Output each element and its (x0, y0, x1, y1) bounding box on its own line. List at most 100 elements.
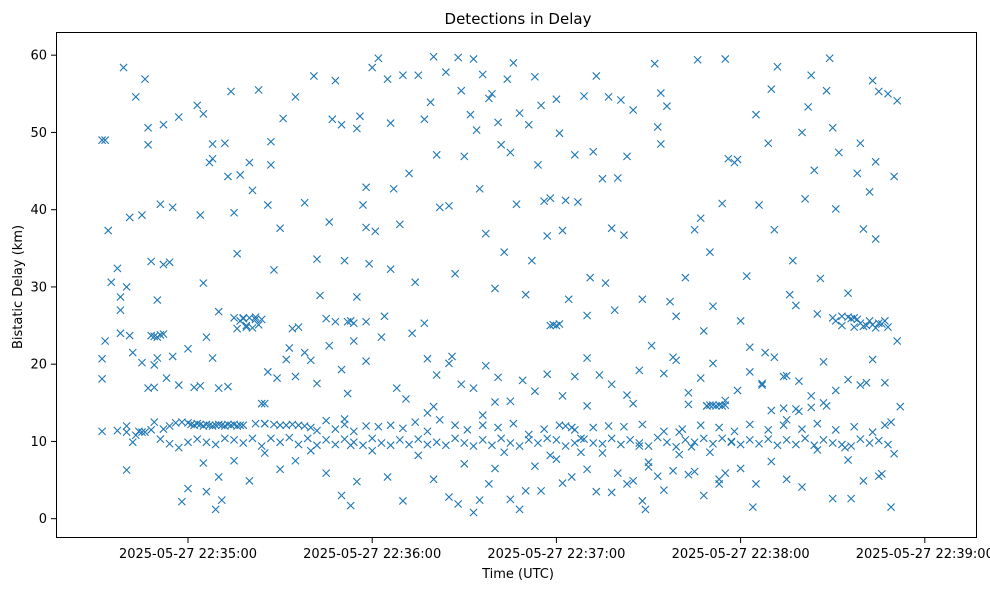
data-point (487, 441, 496, 450)
chart-title: Detections in Delay (445, 10, 592, 28)
data-point (537, 486, 546, 495)
data-point (558, 479, 567, 488)
data-point (276, 224, 285, 233)
data-point (491, 398, 499, 407)
data-point (239, 438, 248, 447)
data-point (742, 272, 751, 281)
data-point (444, 493, 453, 502)
data-point (144, 123, 153, 132)
data-point (260, 449, 269, 458)
data-point (266, 137, 275, 146)
data-point (260, 399, 269, 408)
data-point (859, 225, 868, 233)
data-point (156, 435, 165, 444)
data-point (104, 226, 113, 235)
data-point (196, 211, 205, 220)
data-point (865, 438, 874, 447)
data-point (782, 415, 791, 424)
data-point (666, 297, 674, 306)
data-point (202, 333, 211, 342)
data-point (355, 112, 364, 121)
data-point (644, 442, 653, 451)
data-point (619, 231, 628, 240)
data-point (801, 434, 810, 443)
data-point (202, 420, 211, 429)
data-point (269, 265, 278, 274)
y-tick-label: 20 (30, 358, 47, 373)
data-point (561, 442, 570, 451)
data-point (368, 434, 377, 443)
data-point (331, 440, 340, 449)
data-point (463, 425, 472, 434)
data-point (708, 359, 717, 368)
data-point (257, 399, 266, 408)
data-point (831, 204, 840, 213)
data-point (543, 231, 552, 240)
data-point (681, 435, 690, 444)
data-point (583, 311, 592, 320)
data-point (708, 439, 717, 448)
data-point (770, 353, 779, 362)
data-point (444, 201, 453, 210)
data-point (362, 357, 371, 366)
data-point (190, 383, 199, 392)
data-point (475, 184, 484, 193)
data-point (736, 440, 745, 449)
data-point (779, 421, 788, 430)
data-point (662, 438, 671, 447)
data-point (629, 399, 638, 408)
data-point (616, 95, 625, 104)
data-point (230, 313, 239, 322)
data-point (420, 319, 429, 328)
data-point (337, 491, 346, 500)
data-point (669, 466, 678, 475)
data-point (478, 411, 487, 420)
data-point (457, 86, 466, 95)
data-point (386, 265, 395, 274)
data-point (426, 98, 435, 107)
data-point (411, 418, 420, 427)
data-point (316, 291, 325, 300)
data-point (638, 496, 647, 505)
data-point (337, 365, 346, 374)
data-point (721, 55, 730, 64)
data-point (623, 479, 632, 488)
data-point (331, 317, 340, 326)
data-point (325, 218, 334, 227)
data-point (220, 434, 229, 443)
data-point (435, 415, 444, 424)
data-point (880, 378, 889, 387)
x-tick-label: 2025-05-27 22:35:00 (119, 547, 257, 562)
data-point (300, 421, 309, 430)
data-point (254, 85, 263, 94)
data-point (503, 75, 512, 84)
data-point (506, 438, 515, 447)
data-point (552, 435, 561, 444)
data-point (159, 120, 168, 129)
data-point (257, 315, 266, 324)
data-point (395, 435, 404, 444)
data-point (349, 337, 358, 345)
data-point (656, 140, 665, 149)
data-point (405, 440, 414, 449)
data-point (153, 354, 162, 362)
data-point (512, 200, 521, 209)
x-tick-label: 2025-05-27 22:38:00 (672, 547, 810, 562)
data-point (767, 457, 776, 466)
data-point (647, 341, 656, 350)
data-point (469, 442, 478, 451)
data-point (791, 301, 800, 310)
data-point (263, 367, 272, 376)
data-point (662, 102, 671, 111)
data-point (288, 324, 297, 333)
data-point (607, 380, 616, 389)
data-point (451, 434, 460, 443)
data-point (362, 223, 371, 232)
data-point (573, 197, 582, 206)
data-point (279, 114, 288, 123)
data-point (712, 401, 721, 410)
data-point (429, 475, 438, 484)
data-point (165, 421, 174, 430)
data-point (595, 371, 604, 379)
data-point (107, 278, 116, 287)
